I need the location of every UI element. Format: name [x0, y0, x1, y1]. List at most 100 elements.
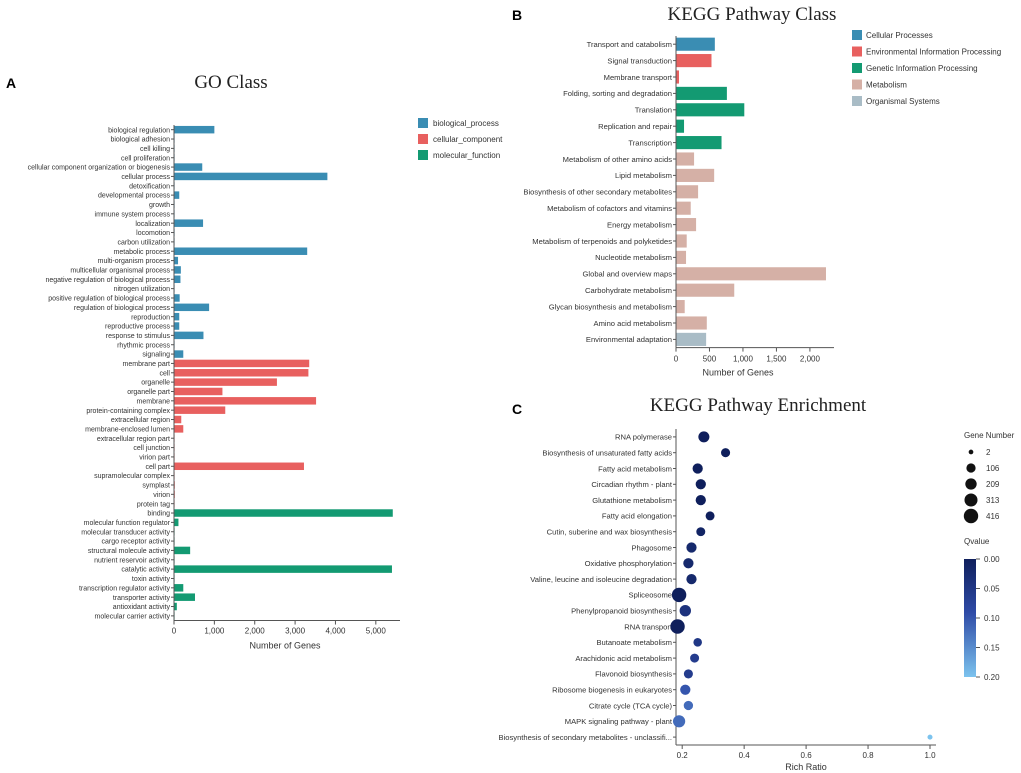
kegg-bar-15	[676, 283, 735, 297]
enrichment-category-label: Ribosome biogenesis in eukaryotes	[552, 686, 672, 695]
enrichment-category-label: Oxidative phosphorylation	[585, 559, 672, 568]
gene-number-legend-dot-1	[966, 463, 976, 473]
go-category-label: virion	[153, 492, 170, 499]
panel-label-b: B	[512, 7, 522, 23]
enrichment-point-7	[686, 542, 697, 553]
go-category-label: molecular carrier activity	[95, 613, 171, 620]
enrichment-category-label: Arachidonic acid metabolism	[575, 654, 672, 663]
kegg-bar-13	[676, 250, 687, 264]
kegg-legend-label: Genetic Information Processing	[866, 64, 978, 73]
enrichment-point-12	[670, 619, 685, 634]
enrichment-category-label: Fatty acid metabolism	[598, 464, 672, 473]
go-category-label: extracellular region	[111, 417, 170, 424]
kegg-category-label: Biosynthesis of other secondary metaboli…	[523, 188, 672, 197]
kegg-x-tick-label: 2,000	[800, 355, 821, 364]
kegg-category-label: Translation	[635, 106, 672, 115]
kegg-legend-label: Organismal Systems	[866, 97, 940, 106]
go-bar-5	[174, 172, 328, 181]
go-category-label: molecular transducer activity	[81, 529, 170, 536]
kegg-category-label: Metabolism of terpenoids and polyketides	[532, 237, 672, 246]
enrichment-points	[670, 431, 933, 740]
go-category-label: developmental process	[98, 193, 170, 200]
go-legend-label: biological_process	[433, 119, 499, 128]
enrichment-category-label: Glutathione metabolism	[592, 496, 672, 505]
enrichment-point-15	[683, 669, 693, 679]
kegg-legend-swatch-1	[852, 46, 862, 57]
gene-number-legend-dot-3	[964, 493, 978, 507]
go-bar-45	[174, 546, 191, 555]
go-bar-14	[174, 256, 179, 265]
enrichment-point-3	[695, 479, 706, 490]
go-category-label: cellular component organization or bioge…	[28, 165, 171, 172]
go-category-label: signaling	[142, 352, 170, 359]
go-bar-10	[174, 219, 204, 227]
go-category-label: reproductive process	[105, 324, 170, 331]
kegg-bar-0	[676, 37, 715, 51]
go-bar-27	[174, 378, 277, 386]
enrichment-point-0	[698, 431, 710, 443]
kegg-enrichment-chart: RNA polymerase Biosynthesis of unsaturate…	[499, 429, 1015, 772]
go-bar-51	[174, 602, 177, 611]
go-x-tick-label: 4,000	[325, 627, 346, 636]
kegg-category-label: Transport and catabolism	[587, 40, 672, 49]
kegg-x-tick-label: 0	[674, 355, 679, 364]
go-x-tick-label: 3,000	[285, 627, 306, 636]
go-category-label: toxin activity	[132, 576, 171, 583]
go-bar-13	[174, 247, 308, 255]
go-category-label: supramolecular complex	[94, 473, 170, 480]
qvalue-legend-title: Qvalue	[964, 537, 990, 546]
go-category-label: protein tag	[137, 501, 170, 508]
go-category-label: protein-containing complex	[86, 408, 170, 415]
enrichment-category-label: RNA polymerase	[615, 433, 672, 442]
kegg-bar-8	[676, 168, 715, 182]
gene-number-legend-label: 313	[986, 496, 1000, 505]
go-category-label: multi-organism process	[98, 258, 171, 265]
kegg-category-label: Folding, sorting and degradation	[563, 89, 672, 98]
go-category-label: biological regulation	[108, 127, 170, 134]
enrichment-point-8	[683, 558, 694, 569]
go-category-label: cargo receptor activity	[102, 539, 171, 546]
enrichment-category-label: Circadian rhythm - plant	[591, 480, 672, 489]
enrichment-category-label: Flavonoid biosynthesis	[595, 670, 672, 679]
enrichment-category-label: Valine, leucine and isoleucine degradati…	[530, 575, 672, 584]
go-category-label: locomotion	[136, 230, 170, 237]
enrichment-category-label: Biosynthesis of unsaturated fatty acids	[542, 449, 672, 458]
kegg-legend-swatch-3	[852, 79, 862, 90]
go-bars	[174, 125, 393, 620]
enrichment-category-label: Spliceosome	[629, 591, 672, 600]
enrichment-point-13	[693, 638, 702, 647]
go-x-tick-label: 2,000	[245, 627, 266, 636]
enrichment-category-label: Fatty acid elongation	[602, 512, 672, 521]
qvalue-legend-label: 0.00	[984, 555, 1000, 564]
go-bar-24	[174, 350, 184, 358]
enrichment-point-18	[672, 715, 686, 728]
go-category-label: immune system process	[95, 211, 171, 218]
go-category-label: multicellular organismal process	[70, 268, 170, 275]
go-category-label: cell part	[145, 464, 170, 471]
enrichment-x-ticks: 0.2 0.4 0.6 0.8 1.0	[677, 745, 936, 760]
enrichment-x-tick-label: 0.8	[862, 751, 874, 760]
kegg-bar-1	[676, 54, 712, 68]
kegg-category-label: Glycan biosynthesis and metabolism	[549, 302, 672, 311]
go-category-label: localization	[135, 221, 170, 228]
go-legend-swatch-1	[418, 134, 428, 144]
kegg-category-label: Carbohydrate metabolism	[585, 286, 672, 295]
kegg-category-label: Amino acid metabolism	[594, 319, 673, 328]
go-bar-42	[174, 518, 179, 527]
enrichment-x-tick-label: 0.6	[801, 751, 813, 760]
enrichment-x-axis-label: Rich Ratio	[785, 762, 827, 772]
go-category-label: structural molecule activity	[88, 548, 171, 555]
enrichment-category-labels: RNA polymerase Biosynthesis of unsaturate…	[499, 433, 676, 742]
enrichment-point-14	[690, 653, 700, 663]
kegg-x-ticks: 0 500 1,000 1,500 2,000	[674, 347, 821, 364]
go-category-label: virion part	[139, 455, 170, 462]
kegg-category-label: Replication and repair	[598, 122, 672, 131]
go-bar-19	[174, 303, 210, 312]
kegg-bar-11	[676, 218, 697, 232]
go-bar-30	[174, 406, 226, 414]
kegg-category-label: Metabolism of cofactors and vitamins	[547, 204, 672, 213]
go-category-label: transcription regulator activity	[79, 585, 171, 592]
enrichment-point-1	[721, 448, 731, 458]
qvalue-legend-label: 0.10	[984, 614, 1000, 623]
enrichment-category-label: Phagosome	[631, 543, 672, 552]
